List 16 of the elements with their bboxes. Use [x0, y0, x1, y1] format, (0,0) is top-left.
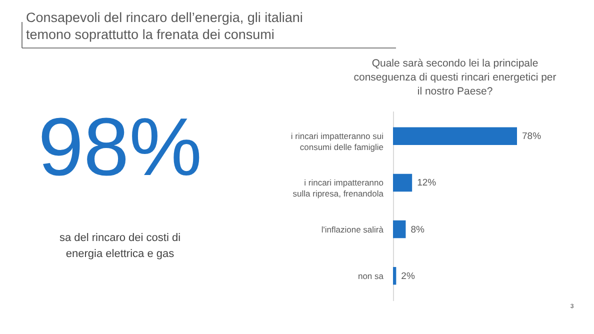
bar — [393, 174, 412, 192]
data-label: 12% — [417, 178, 437, 189]
y-tick-label: l'inflazione salirà — [321, 224, 384, 234]
text: 98% — [38, 102, 202, 193]
data-label: 8% — [410, 224, 425, 236]
chart-title: Quale sarà secondo lei la principale conseguenza di questi rincari energetici per il nostro Paese? — [354, 58, 557, 98]
text: sa del rincaro dei costi di energia elettrica e gas — [59, 232, 181, 260]
y-tick-label: i rincari impatteranno sulla ripresa, frenandola — [292, 178, 384, 199]
y-tick-label: i rincari impatteranno sui consumi delle famiglie — [290, 131, 384, 152]
bar — [393, 127, 517, 145]
data-label: 2% — [401, 270, 416, 282]
bar — [393, 267, 396, 285]
text: Consapevoli del rincaro dell’energia, gli italiani temono soprattutto la frenata dei consumi — [26, 10, 303, 42]
bar — [393, 220, 406, 238]
y-tick-label: non sa — [358, 270, 384, 281]
data-label: 78% — [522, 131, 542, 142]
